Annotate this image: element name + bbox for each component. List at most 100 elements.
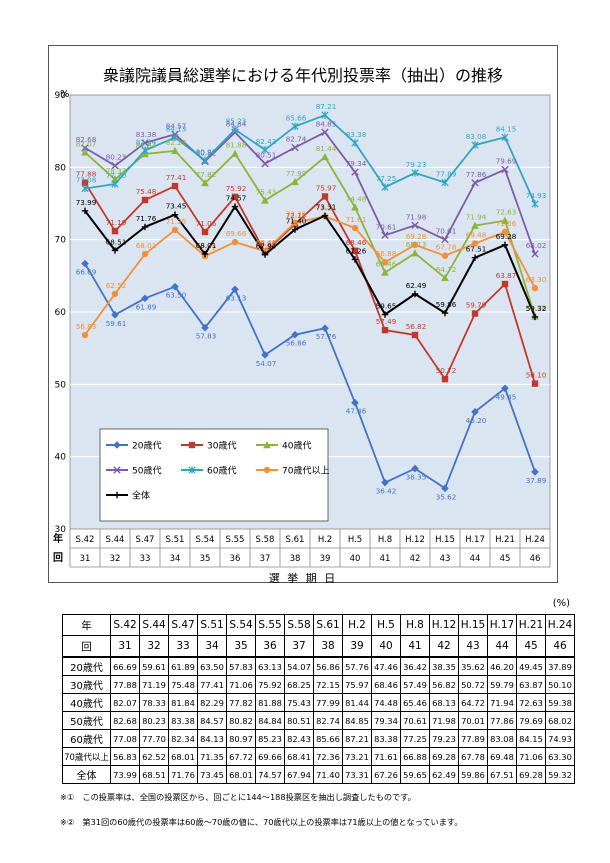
x-year-label: H.21 <box>495 535 515 545</box>
x-year-label: S.61 <box>286 535 305 545</box>
data-label: 85.23 <box>226 117 247 126</box>
x-session-label: 35 <box>200 554 211 564</box>
table-cell: 68.41 <box>284 747 314 766</box>
data-point <box>291 219 299 226</box>
x-session-label: 31 <box>80 554 91 564</box>
series-5 <box>81 111 539 208</box>
data-point <box>201 179 209 187</box>
table-session-cell: 39 <box>342 635 372 658</box>
table-cell: 73.45 <box>197 765 227 784</box>
data-label: 68.01 <box>136 241 157 250</box>
data-point <box>291 122 299 131</box>
table-row-header: 30歳代 <box>62 675 111 694</box>
data-point <box>351 398 359 407</box>
x-year-label: S.51 <box>166 535 185 545</box>
table-cell: 59.38 <box>545 693 575 712</box>
data-label: 84.57 <box>166 121 187 130</box>
legend-item: 70歳代以上 <box>256 465 329 477</box>
data-point <box>231 125 239 134</box>
data-point <box>111 227 119 235</box>
data-label: 77.89 <box>436 170 457 179</box>
table-cell: 79.69 <box>516 711 546 730</box>
data-point <box>231 203 239 210</box>
data-label: 59.86 <box>436 300 457 309</box>
table-cell: 74.57 <box>255 765 285 784</box>
data-label: 71.98 <box>406 212 427 221</box>
data-label: 74.93 <box>526 191 547 200</box>
x-year-row-label: 年 <box>53 532 63 545</box>
data-point <box>201 228 209 236</box>
data-point <box>531 284 539 292</box>
table-session-cell: 41 <box>400 635 430 658</box>
data-point <box>351 247 359 255</box>
table-session-cell: 45 <box>516 635 546 658</box>
table-cell: 47.46 <box>371 656 401 676</box>
data-point <box>531 250 539 258</box>
table-cell: 38.35 <box>429 656 459 676</box>
data-label: 63.87 <box>496 271 517 280</box>
table-year-cell: S.54 <box>226 614 256 636</box>
y-tick-label: 80 <box>55 163 67 173</box>
table-cell: 64.72 <box>458 693 488 712</box>
data-label: 79.34 <box>346 159 367 168</box>
data-label: 81.44 <box>316 144 337 153</box>
data-label: 77.82 <box>196 170 217 179</box>
data-label: 66.69 <box>76 268 97 277</box>
data-label: 71.06 <box>496 219 517 228</box>
data-label: 71.35 <box>166 217 187 226</box>
table-cell: 75.97 <box>342 675 372 694</box>
chart-title: 衆議院議員総選挙における年代別投票率（抽出）の推移 <box>103 66 503 85</box>
data-point <box>111 247 119 254</box>
data-point <box>441 309 449 317</box>
table-row: 20歳代 66.69 59.61 61.89 63.50 57.83 63.13 54.07 5… <box>62 656 575 676</box>
y-tick-label: 90 <box>55 91 67 101</box>
table-cell: 82.34 <box>168 729 198 748</box>
table-cell: 75.43 <box>284 693 314 712</box>
legend-label: 60歳代 <box>207 465 236 477</box>
data-point <box>81 148 89 156</box>
data-point <box>381 259 389 266</box>
table-cell: 72.15 <box>313 675 343 694</box>
table-cell: 77.89 <box>458 729 488 748</box>
turnout-line-chart: 衆議院議員総選挙における年代別投票率（抽出）の推移% 30 40 50 60 70 80 90… <box>48 45 558 583</box>
table-row: 40歳代 82.07 78.33 81.84 82.29 77.82 81.88 75.43 7… <box>62 693 575 712</box>
data-label: 71.76 <box>136 214 157 223</box>
data-label: 59.65 <box>376 302 397 311</box>
table-cell: 56.82 <box>429 675 459 694</box>
data-point <box>291 330 299 339</box>
series-line <box>84 149 536 317</box>
data-point <box>441 273 449 282</box>
x-year-label: S.54 <box>196 535 215 545</box>
table-cell: 63.13 <box>255 656 285 676</box>
table-cell: 57.49 <box>400 675 430 694</box>
data-label: 69.66 <box>226 229 247 238</box>
data-label: 69.48 <box>466 230 487 239</box>
table-year-cell: H.8 <box>400 614 430 636</box>
table-cell: 36.42 <box>400 656 430 676</box>
table-cell: 82.74 <box>313 711 343 730</box>
table-session-cell: 42 <box>429 635 459 658</box>
data-label: 46.20 <box>466 416 487 425</box>
series-6 <box>81 213 539 339</box>
table-cell: 81.88 <box>255 693 285 712</box>
table-cell: 65.46 <box>400 693 430 712</box>
table-cell: 82.07 <box>110 693 140 712</box>
table-cell: 77.88 <box>110 675 140 694</box>
legend-item: 20歳代 <box>106 440 161 452</box>
data-label: 83.38 <box>136 130 157 139</box>
x-year-label: S.47 <box>136 535 155 545</box>
data-point <box>441 252 449 259</box>
data-label: 67.26 <box>346 246 367 255</box>
data-label: 78.33 <box>106 166 127 175</box>
data-label: 81.84 <box>136 141 157 150</box>
table-session-cell: 43 <box>458 635 488 658</box>
table-cell: 77.99 <box>313 693 343 712</box>
data-label: 66.88 <box>376 249 397 258</box>
table-cell: 68.02 <box>545 711 575 730</box>
table-cell: 73.31 <box>342 765 372 784</box>
data-label: 68.46 <box>346 238 367 247</box>
data-point <box>111 180 119 188</box>
data-point <box>351 224 359 232</box>
data-label: 57.83 <box>196 332 217 341</box>
data-point <box>471 254 479 261</box>
